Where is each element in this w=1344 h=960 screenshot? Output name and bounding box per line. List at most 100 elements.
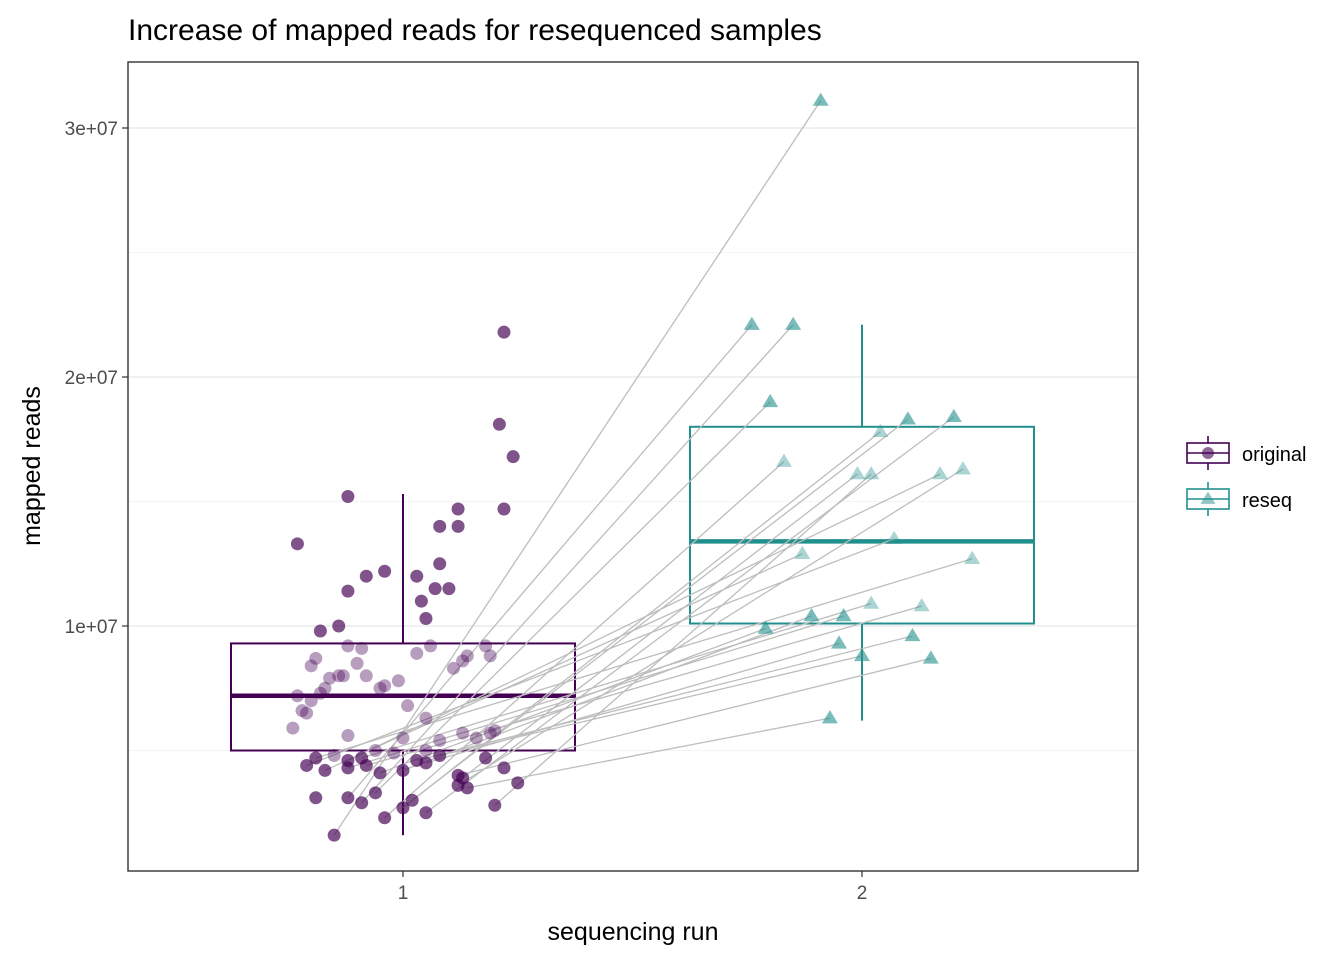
point-original [368, 744, 382, 757]
point-original [483, 649, 497, 663]
x-tick-label: 1 [398, 883, 409, 904]
point-original [451, 778, 465, 792]
y-axis: 1e+07 2e+07 3e+07 [65, 119, 128, 638]
point-reseq [932, 466, 949, 480]
point-original [424, 639, 438, 653]
point-original [327, 748, 341, 762]
point-original [313, 686, 327, 700]
pair-line [379, 627, 766, 774]
point-original [419, 612, 433, 626]
point-original [332, 619, 346, 633]
point-original [341, 791, 355, 805]
pair-line [384, 461, 785, 819]
legend-item-reseq: reseq [1186, 482, 1292, 516]
pair-line [375, 401, 771, 794]
point-original [327, 828, 341, 842]
point-reseq [954, 461, 971, 475]
point-reseq [812, 92, 829, 106]
point-original [469, 731, 483, 745]
pair-line [467, 717, 830, 789]
point-reseq [863, 595, 880, 609]
point-original [304, 694, 318, 708]
point-original [433, 748, 447, 762]
point-original [341, 584, 355, 598]
point-original [309, 791, 323, 805]
point-original [506, 450, 520, 464]
point-original [419, 806, 433, 820]
point-original [290, 537, 304, 551]
x-axis-title: sequencing run [548, 918, 719, 946]
point-original [396, 731, 410, 745]
point-original [295, 704, 309, 718]
pair-line [457, 468, 964, 786]
series-reseq [743, 92, 981, 724]
chart-title: Increase of mapped reads for resequenced… [128, 14, 822, 47]
point-original [451, 502, 465, 516]
point-reseq [831, 635, 848, 649]
point-original [378, 679, 392, 693]
point-original [396, 801, 410, 815]
point-reseq [922, 650, 939, 664]
point-original [451, 519, 465, 533]
point-reseq [794, 545, 811, 559]
point-original [318, 681, 332, 695]
point-original [355, 641, 369, 655]
point-reseq [854, 647, 870, 662]
point-original [479, 751, 493, 765]
point-reseq [743, 316, 760, 330]
box [689, 425, 1035, 625]
point-original [318, 763, 332, 777]
pair-line [439, 655, 863, 757]
point-original [401, 699, 415, 713]
pair-line [361, 602, 872, 759]
point-original [359, 569, 373, 583]
point-original [419, 711, 433, 725]
point-reseq [904, 627, 921, 642]
legend-key-triangle-icon [1200, 491, 1216, 504]
legend-label: original [1242, 444, 1306, 466]
point-original [419, 744, 433, 757]
y-axis-title: mapped reads [18, 386, 46, 546]
point-reseq [964, 550, 981, 564]
point-reseq [849, 466, 866, 480]
point-original [378, 811, 392, 825]
point-original [433, 557, 447, 571]
point-original [492, 417, 506, 431]
pair-line [416, 635, 913, 762]
pair-line [366, 605, 922, 767]
point-reseq [945, 408, 962, 423]
point-original [341, 729, 355, 743]
series-original [286, 325, 525, 842]
point-original [286, 721, 300, 735]
point-original [414, 594, 428, 608]
point-original [456, 654, 470, 668]
legend: original reseq [1186, 436, 1306, 516]
point-original [332, 669, 346, 683]
pair-line [306, 538, 895, 767]
point-original [419, 756, 433, 770]
point-reseq [913, 598, 930, 612]
point-original [300, 706, 314, 720]
y-tick-label: 2e+07 [65, 368, 118, 389]
point-original [497, 325, 511, 339]
pair-line [324, 553, 803, 772]
point-reseq [886, 530, 903, 545]
point-original [368, 786, 382, 800]
point-original [391, 674, 405, 688]
panel-border [127, 61, 1139, 872]
point-reseq [863, 466, 880, 480]
point-original [359, 669, 373, 683]
point-original [410, 569, 424, 583]
point-original [300, 758, 314, 772]
boxplot-reseq [689, 324, 1035, 721]
pair-line [347, 324, 753, 799]
point-reseq [821, 710, 838, 724]
point-reseq [775, 453, 792, 467]
point-original [323, 671, 337, 685]
point-original [290, 689, 304, 703]
point-original [309, 751, 323, 765]
point-original [396, 763, 410, 777]
point-original [488, 724, 502, 738]
